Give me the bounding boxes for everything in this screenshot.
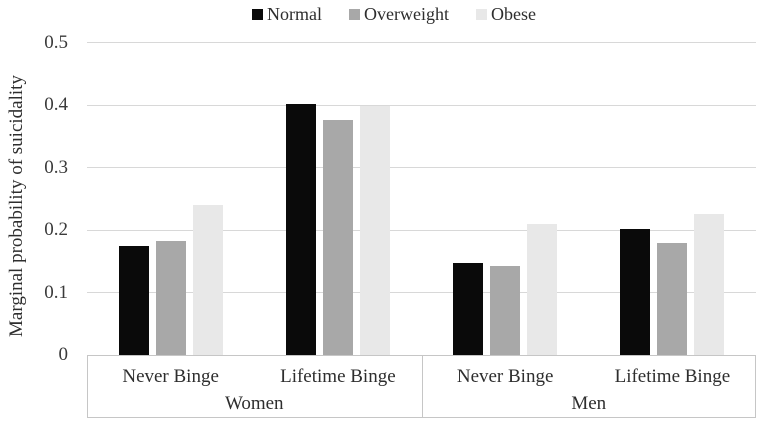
bar-normal-group1 xyxy=(118,245,149,355)
bar-normal-group2 xyxy=(285,103,316,355)
legend-item-obese: Obese xyxy=(475,3,536,25)
category-label-3: Never Binge xyxy=(456,366,554,387)
gridline-0.5 xyxy=(87,42,756,43)
bar-overweight-group2 xyxy=(322,120,353,355)
bar-overweight-group4 xyxy=(657,243,688,355)
gridline-0.4 xyxy=(87,104,756,106)
y-tick-label-0.2: 0.2 xyxy=(44,219,68,240)
gridline-0.2 xyxy=(87,229,756,231)
axis-group-divider xyxy=(421,355,423,418)
gridline-0.3 xyxy=(87,167,756,168)
category-label-2: Lifetime Binge xyxy=(280,366,396,387)
category-label-1: Never Binge xyxy=(122,366,219,387)
bar-obese-group1 xyxy=(192,205,223,355)
gridline-0.1 xyxy=(87,292,756,293)
bar-obese-group3 xyxy=(527,223,558,355)
category-label-4: Lifetime Binge xyxy=(614,366,731,387)
legend-swatch-overweight-icon xyxy=(349,8,360,20)
bar-overweight-group3 xyxy=(490,265,521,355)
y-tick-label-0.3: 0.3 xyxy=(44,156,68,178)
y-axis-title: Marginal probability of suicidality xyxy=(6,75,27,337)
group-label-women: Women xyxy=(224,393,284,414)
legend-swatch-obese-icon xyxy=(475,8,487,20)
bar-normal-group3 xyxy=(453,263,484,355)
y-tick-label-0.5: 0.5 xyxy=(44,31,68,53)
legend-label-overweight: Overweight xyxy=(364,4,449,24)
bar-normal-group4 xyxy=(620,229,651,355)
legend: Normal Overweight Obese xyxy=(10,3,768,25)
legend-swatch-normal-icon xyxy=(252,8,264,20)
y-tick-label-0: 0 xyxy=(58,344,69,365)
legend-item-normal: Normal xyxy=(252,3,322,25)
bar-overweight-group1 xyxy=(155,240,186,355)
bar-obese-group4 xyxy=(694,214,725,355)
legend-label-obese: Obese xyxy=(490,4,536,24)
legend-item-overweight: Overweight xyxy=(349,3,449,25)
group-label-men: Men xyxy=(571,393,607,414)
legend-label-normal: Normal xyxy=(267,4,322,24)
bar-obese-group2 xyxy=(359,105,390,355)
y-tick-label-0.1: 0.1 xyxy=(44,281,68,303)
y-tick-label-0.4: 0.4 xyxy=(44,94,68,115)
